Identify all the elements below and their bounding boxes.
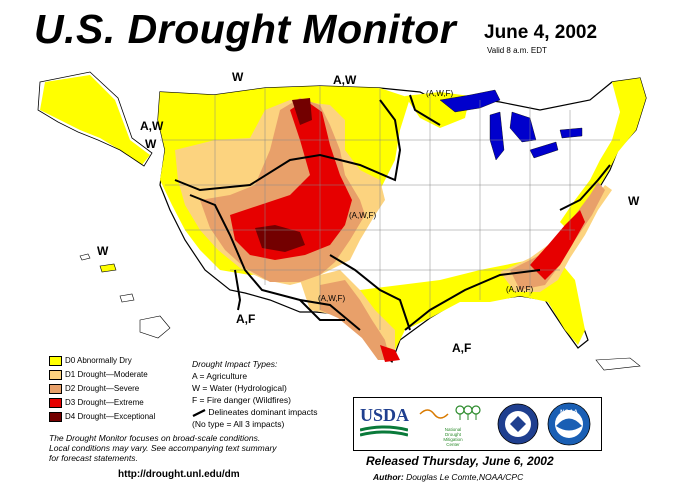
ndmc-trees-icon <box>419 405 481 420</box>
label-w-northwest: W <box>145 137 157 151</box>
d0-alaska <box>40 75 150 165</box>
focus-line-1: The Drought Monitor focuses on broad-sca… <box>49 433 261 443</box>
impact-delineations <box>174 94 611 331</box>
d3-texas <box>380 345 400 362</box>
map-date: June 4, 2002 <box>484 22 598 43</box>
agency-logos: USDA National Drought Mitigation Center … <box>353 397 602 451</box>
alaska-outline <box>37 71 153 167</box>
impact-delineates-label: Delineates dominant impacts <box>208 407 318 417</box>
d0-east <box>560 78 646 232</box>
impact-none: (No type = All 3 impacts) <box>192 419 285 429</box>
author-name: Douglas Le Comte,NOAA/CPC <box>406 472 524 482</box>
label-awf-southeast: (A,W,F) <box>506 285 534 294</box>
legend-item-d0: D0 Abnormally Dry <box>49 354 155 367</box>
doc-seal-icon <box>497 403 539 445</box>
usda-logo-text: USDA <box>360 405 410 425</box>
legend-swatch-d0 <box>49 355 62 366</box>
usda-logo: USDA <box>359 405 410 444</box>
d4-areas <box>255 98 312 252</box>
d4-wyoming <box>292 98 312 125</box>
ndmc-line-3: Mitigation <box>443 437 463 442</box>
impact-agriculture: A = Agriculture <box>192 371 248 381</box>
map-title: U.S. Drought Monitor <box>34 6 457 52</box>
legend-item-d3: D3 Drought—Extreme <box>49 396 155 409</box>
ndmc-line-4: Center <box>446 442 460 447</box>
label-af-gulf: A,F <box>452 341 472 355</box>
d3-southeast <box>530 210 585 280</box>
legend-swatch-d3 <box>49 397 62 408</box>
author-line: Author: Douglas Le Comte,NOAA/CPC <box>373 472 523 482</box>
lake-superior <box>439 89 501 113</box>
usda-hills-icon <box>359 425 409 437</box>
hawaii <box>79 253 171 339</box>
ndmc-line-1: National <box>444 427 462 432</box>
legend-label-d3: D3 Drought—Extreme <box>65 398 144 407</box>
focus-note: The Drought Monitor focuses on broad-sca… <box>49 433 349 463</box>
legend-swatch-d4 <box>49 411 62 422</box>
noaa-logo-icon: NOAA <box>547 402 591 446</box>
label-af-southwest: A,F <box>236 312 256 326</box>
ndmc-logo: National Drought Mitigation Center <box>418 402 488 447</box>
label-awf-colorado: (A,W,F) <box>349 211 377 220</box>
d4-four-corners <box>255 225 305 252</box>
label-awf-texas: (A,W,F) <box>318 294 346 303</box>
impact-water: W = Water (Hydrological) <box>192 383 287 393</box>
impact-delineates: Delineates dominant impacts <box>192 406 318 418</box>
author-label: Author: <box>373 472 404 482</box>
focus-line-3: for forecast statements. <box>49 453 138 463</box>
source-url[interactable]: http://drought.unl.edu/dm <box>118 469 240 480</box>
legend-item-d2: D2 Drought—Severe <box>49 382 155 395</box>
label-awf-great-lakes: (A,W,F) <box>426 89 454 98</box>
label-w-hawaii: W <box>97 244 109 258</box>
delineation-line-icon <box>192 408 206 417</box>
lake-erie <box>529 141 559 159</box>
label-aw-northwest: A,W <box>140 119 164 133</box>
valid-time: Valid 8 a.m. EDT <box>487 46 547 55</box>
d2-texas <box>320 280 390 360</box>
impact-fire: F = Fire danger (Wildfires) <box>192 395 291 405</box>
impact-types: Drought Impact Types: A = Agriculture W … <box>192 358 318 430</box>
legend-item-d4: D4 Drought—Exceptional <box>49 410 155 423</box>
puerto-rico <box>595 357 641 371</box>
ndmc-line-2: Drought <box>444 432 461 437</box>
lake-ontario <box>559 127 583 139</box>
lake-michigan <box>489 111 505 161</box>
legend-item-d1: D1 Drought—Moderate <box>49 368 155 381</box>
impact-heading: Drought Impact Types: <box>192 359 278 369</box>
legend-label-d4: D4 Drought—Exceptional <box>65 412 156 421</box>
legend-label-d1: D1 Drought—Moderate <box>65 370 148 379</box>
release-date: Released Thursday, June 6, 2002 <box>366 454 554 468</box>
label-w-east: W <box>628 194 640 208</box>
focus-line-2: Local conditions may vary. See accompany… <box>49 443 277 453</box>
legend-label-d2: D2 Drought—Severe <box>65 384 140 393</box>
legend-swatch-d1 <box>49 369 62 380</box>
label-aw-north: A,W <box>333 73 357 87</box>
legend-swatch-d2 <box>49 383 62 394</box>
legend-label-d0: D0 Abnormally Dry <box>65 356 132 365</box>
label-w-north: W <box>232 70 244 84</box>
great-lakes <box>439 89 583 161</box>
legend: D0 Abnormally Dry D1 Drought—Moderate D2… <box>49 354 155 424</box>
lake-huron <box>509 111 537 143</box>
noaa-logo-text: NOAA <box>560 410 578 416</box>
